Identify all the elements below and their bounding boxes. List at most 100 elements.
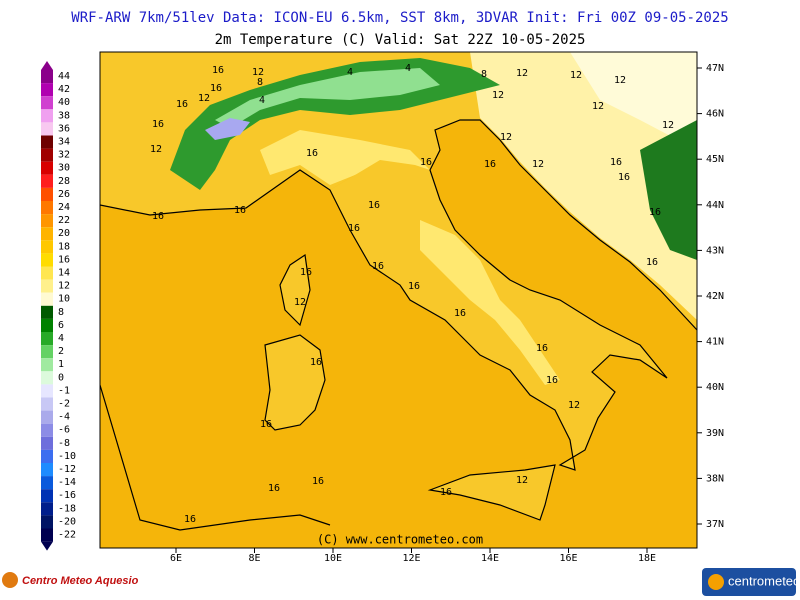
colorbar-swatch	[41, 148, 53, 162]
contour-label: 12	[532, 159, 544, 170]
alps	[170, 58, 500, 190]
contour-label: 16	[420, 157, 432, 168]
colorbar-label: -8	[58, 438, 70, 449]
colorbar-label: 20	[58, 228, 70, 239]
colorbar-label: 38	[58, 110, 70, 121]
colorbar-swatch	[41, 423, 53, 437]
colorbar-swatch	[41, 515, 53, 529]
colorbar-label: -20	[58, 516, 76, 527]
header-subtitle: 2m Temperature (C) Valid: Sat 22Z 10-05-…	[215, 32, 586, 48]
header-title: WRF-ARW 7km/51lev Data: ICON-EU 6.5km, S…	[71, 10, 728, 26]
contour-label: 16	[310, 357, 322, 368]
contour-label: 16	[536, 343, 548, 354]
corsica-coast	[279, 253, 311, 327]
alps-cold	[205, 118, 250, 140]
colorbar-swatch	[41, 279, 53, 293]
left-logo: Centro Meteo Aquesio	[2, 572, 139, 588]
contour-label: 16	[618, 172, 630, 183]
contour-label: 4	[405, 63, 411, 74]
colorbar-swatch	[41, 476, 53, 490]
colorbar-label: 40	[58, 97, 70, 108]
contour-label: 16	[368, 200, 380, 211]
colorbar-swatch	[41, 384, 53, 398]
lat-label: 45N	[706, 154, 724, 165]
left-logo-icon	[2, 572, 18, 588]
contour-label: 12	[198, 93, 210, 104]
colorbar-swatch	[41, 449, 53, 463]
colorbar-label: -22	[58, 530, 76, 541]
colorbar-label: 16	[58, 254, 70, 265]
contour-label: 16	[300, 267, 312, 278]
colorbar-swatch	[41, 318, 53, 332]
contour-label: 12	[252, 67, 264, 78]
colorbar-swatch	[41, 214, 53, 228]
lat-label: 39N	[706, 428, 724, 439]
contour-label: 4	[347, 67, 353, 78]
sardinia-coast	[264, 334, 326, 431]
colorbar-swatch	[41, 201, 53, 215]
colorbar-label: 14	[58, 268, 70, 279]
colorbar-label: 28	[58, 176, 70, 187]
contour-label: 16	[234, 205, 246, 216]
colorbar-label: 34	[58, 137, 70, 148]
contour-label: 16	[610, 157, 622, 168]
colorbar-swatch	[41, 436, 53, 450]
colorbar-swatch	[41, 502, 53, 516]
colorbar-label: -16	[58, 490, 76, 501]
north-africa-coast	[100, 384, 331, 531]
colorbar-swatch	[41, 305, 53, 319]
lat-label: 44N	[706, 200, 724, 211]
contour-label: 12	[570, 70, 582, 81]
left-logo-text: Centro Meteo Aquesio	[22, 575, 139, 587]
contour-label: 16	[454, 308, 466, 319]
lon-label: 18E	[638, 553, 656, 564]
contour-label: 16	[176, 99, 188, 110]
sicily-coast	[427, 464, 556, 521]
lat-label: 38N	[706, 473, 724, 484]
colorbar-label: 8	[58, 307, 64, 318]
lon-label: 12E	[402, 553, 420, 564]
colorbar-swatch	[41, 332, 53, 346]
colorbar-label: -18	[58, 503, 76, 514]
contour-label: 16	[408, 281, 420, 292]
contour-label: 16	[372, 261, 384, 272]
contour-label: 16	[260, 419, 272, 430]
colorbar-swatch	[41, 187, 53, 201]
colorbar-label: 10	[58, 294, 70, 305]
colorbar-label: -10	[58, 451, 76, 462]
colorbar-label: 42	[58, 84, 70, 95]
colorbar-swatch	[41, 135, 53, 149]
colorbar-swatch	[41, 174, 53, 188]
colorbar-label: 36	[58, 123, 70, 134]
corsica	[280, 255, 310, 325]
lon-label: 6E	[170, 553, 182, 564]
colorbar-label: 26	[58, 189, 70, 200]
colorbar-swatch	[41, 109, 53, 123]
colorbar-swatch	[41, 253, 53, 267]
colorbar-label: -1	[58, 385, 70, 396]
colorbar-swatch	[41, 83, 53, 97]
contour-label: 16	[440, 487, 452, 498]
axes: 47N 46N 45N 44N 43N 42N 41N 40N 39N 38N 37N 6E 8E 10E…	[170, 63, 724, 564]
sardinia	[265, 335, 325, 430]
contour-label: 12	[516, 475, 528, 486]
colorbar-bottom-arrow	[41, 541, 53, 551]
lat-label: 42N	[706, 291, 724, 302]
right-logo: centrometeo	[702, 568, 800, 596]
lat-label: 40N	[706, 382, 724, 393]
contour-label: 12	[592, 101, 604, 112]
colorbar-label: 32	[58, 150, 70, 161]
lat-label: 37N	[706, 519, 724, 530]
colorbar-label: 12	[58, 281, 70, 292]
po-valley	[260, 130, 430, 185]
peninsula	[246, 160, 667, 470]
right-logo-icon	[708, 574, 724, 590]
contour-label: 16	[649, 207, 661, 218]
colorbar-label: -14	[58, 477, 76, 488]
alps-high	[215, 68, 440, 128]
contour-label: 4	[259, 95, 265, 106]
colorbar-swatch	[41, 397, 53, 411]
right-logo-box	[702, 568, 796, 596]
